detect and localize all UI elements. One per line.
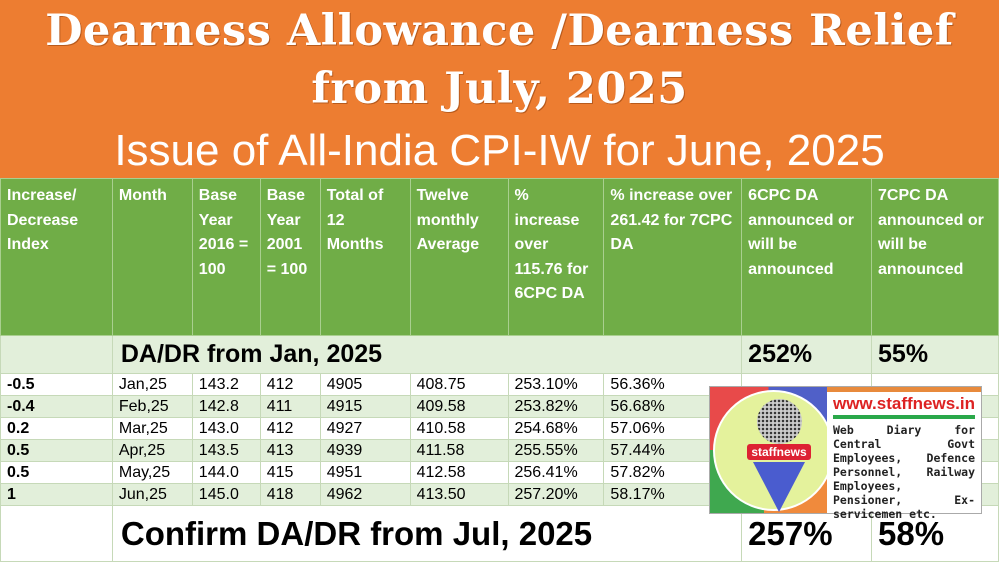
microphone-icon xyxy=(757,399,802,444)
column-header: Twelve monthly Average xyxy=(409,178,509,336)
da-jan-7cpc: 55% xyxy=(871,335,999,374)
table-cell: 253.82% xyxy=(507,395,605,418)
table-cell: 4927 xyxy=(319,417,411,440)
title-line-1: Dearness Allowance /Dearness Relief xyxy=(45,6,954,56)
table-cell: Mar,25 xyxy=(111,417,193,440)
title-banner: Dearness Allowance /Dearness Relief from … xyxy=(0,0,999,178)
main-title: Dearness Allowance /Dearness Relief from … xyxy=(0,2,999,118)
table-row: -0.5 Jan,25 143.2 412 4905 408.75 253.10% 56.36… xyxy=(0,373,999,396)
column-header: Base Year 2001 = 100 xyxy=(259,178,321,336)
confirm-row: Confirm DA/DR from Jul, 2025 257% 58% xyxy=(0,505,999,562)
confirm-6cpc: 257% xyxy=(741,505,873,562)
logo-brand: staffnews xyxy=(747,444,811,460)
cell xyxy=(0,335,113,374)
index-change-cell: -0.5 xyxy=(0,373,113,396)
table-cell: 4939 xyxy=(319,439,411,462)
table-cell: 415 xyxy=(259,461,321,484)
column-header: % increase over 261.42 for 7CPC DA xyxy=(603,178,743,336)
cell xyxy=(0,505,113,562)
table-cell: 409.58 xyxy=(409,395,509,418)
table-cell: May,25 xyxy=(111,461,193,484)
suit-icon xyxy=(753,462,805,512)
column-header: 6CPC DA announced or will be announced xyxy=(741,178,873,336)
table-cell: 418 xyxy=(259,483,321,506)
table-cell: 411.58 xyxy=(409,439,509,462)
table-cell: 410.58 xyxy=(409,417,509,440)
table-cell: 4905 xyxy=(319,373,411,396)
table-cell: 143.2 xyxy=(191,373,261,396)
column-header: Month xyxy=(111,178,193,336)
da-jan-row: DA/DR from Jan, 2025 252% 55% xyxy=(0,335,999,374)
table-cell: 56.36% xyxy=(603,373,743,396)
table-cell: 408.75 xyxy=(409,373,509,396)
index-change-cell: -0.4 xyxy=(0,395,113,418)
table-cell: 143.0 xyxy=(191,417,261,440)
table-cell: 411 xyxy=(259,395,321,418)
index-change-cell: 1 xyxy=(0,483,113,506)
table-cell: 58.17% xyxy=(603,483,743,506)
staffnews-logo: staffnews www.staffnews.in Web Diary for… xyxy=(709,386,982,521)
logo-emblem: staffnews xyxy=(710,387,834,513)
confirm-label: Confirm DA/DR from Jul, 2025 xyxy=(111,505,743,562)
table-cell: 412 xyxy=(259,417,321,440)
table-cell: 253.10% xyxy=(507,373,605,396)
table-cell: 255.55% xyxy=(507,439,605,462)
header-row: Increase/ Decrease Index Month Base Year 2… xyxy=(0,178,999,336)
website-url: www.staffnews.in xyxy=(832,394,975,419)
table-cell: 256.41% xyxy=(507,461,605,484)
index-change-cell: 0.2 xyxy=(0,417,113,440)
table-cell: 4915 xyxy=(319,395,411,418)
column-header: % increase over 115.76 for 6CPC DA xyxy=(507,178,605,336)
subtitle: Issue of All-India CPI-IW for June, 2025 xyxy=(114,126,885,175)
table-cell: 413.50 xyxy=(409,483,509,506)
title-line-2: from July, 2025 xyxy=(311,64,688,114)
table-cell: 143.5 xyxy=(191,439,261,462)
logo-description: Web Diary for Central Govt Employees, De… xyxy=(832,423,975,521)
table-cell: Apr,25 xyxy=(111,439,193,462)
table-cell: 56.68% xyxy=(603,395,743,418)
index-change-cell: 0.5 xyxy=(0,439,113,462)
table-cell: 254.68% xyxy=(507,417,605,440)
column-header: Total of 12 Months xyxy=(319,178,411,336)
column-header: 7CPC DA announced or will be announced xyxy=(871,178,999,336)
table-cell: 413 xyxy=(259,439,321,462)
column-header: Increase/ Decrease Index xyxy=(0,178,113,336)
table-cell: 412.58 xyxy=(409,461,509,484)
index-change-cell: 0.5 xyxy=(0,461,113,484)
da-jan-6cpc: 252% xyxy=(741,335,873,374)
table-cell: Feb,25 xyxy=(111,395,193,418)
table-cell: 4962 xyxy=(319,483,411,506)
table-cell: 144.0 xyxy=(191,461,261,484)
column-header: Base Year 2016 = 100 xyxy=(191,178,261,336)
table-cell: 142.8 xyxy=(191,395,261,418)
confirm-7cpc: 58% xyxy=(871,505,999,562)
table-cell: 4951 xyxy=(319,461,411,484)
table-cell: 257.20% xyxy=(507,483,605,506)
da-jan-label: DA/DR from Jan, 2025 xyxy=(111,335,743,374)
table-cell: 412 xyxy=(259,373,321,396)
table-cell: Jan,25 xyxy=(111,373,193,396)
table-cell: 145.0 xyxy=(191,483,261,506)
table-cell: Jun,25 xyxy=(111,483,193,506)
